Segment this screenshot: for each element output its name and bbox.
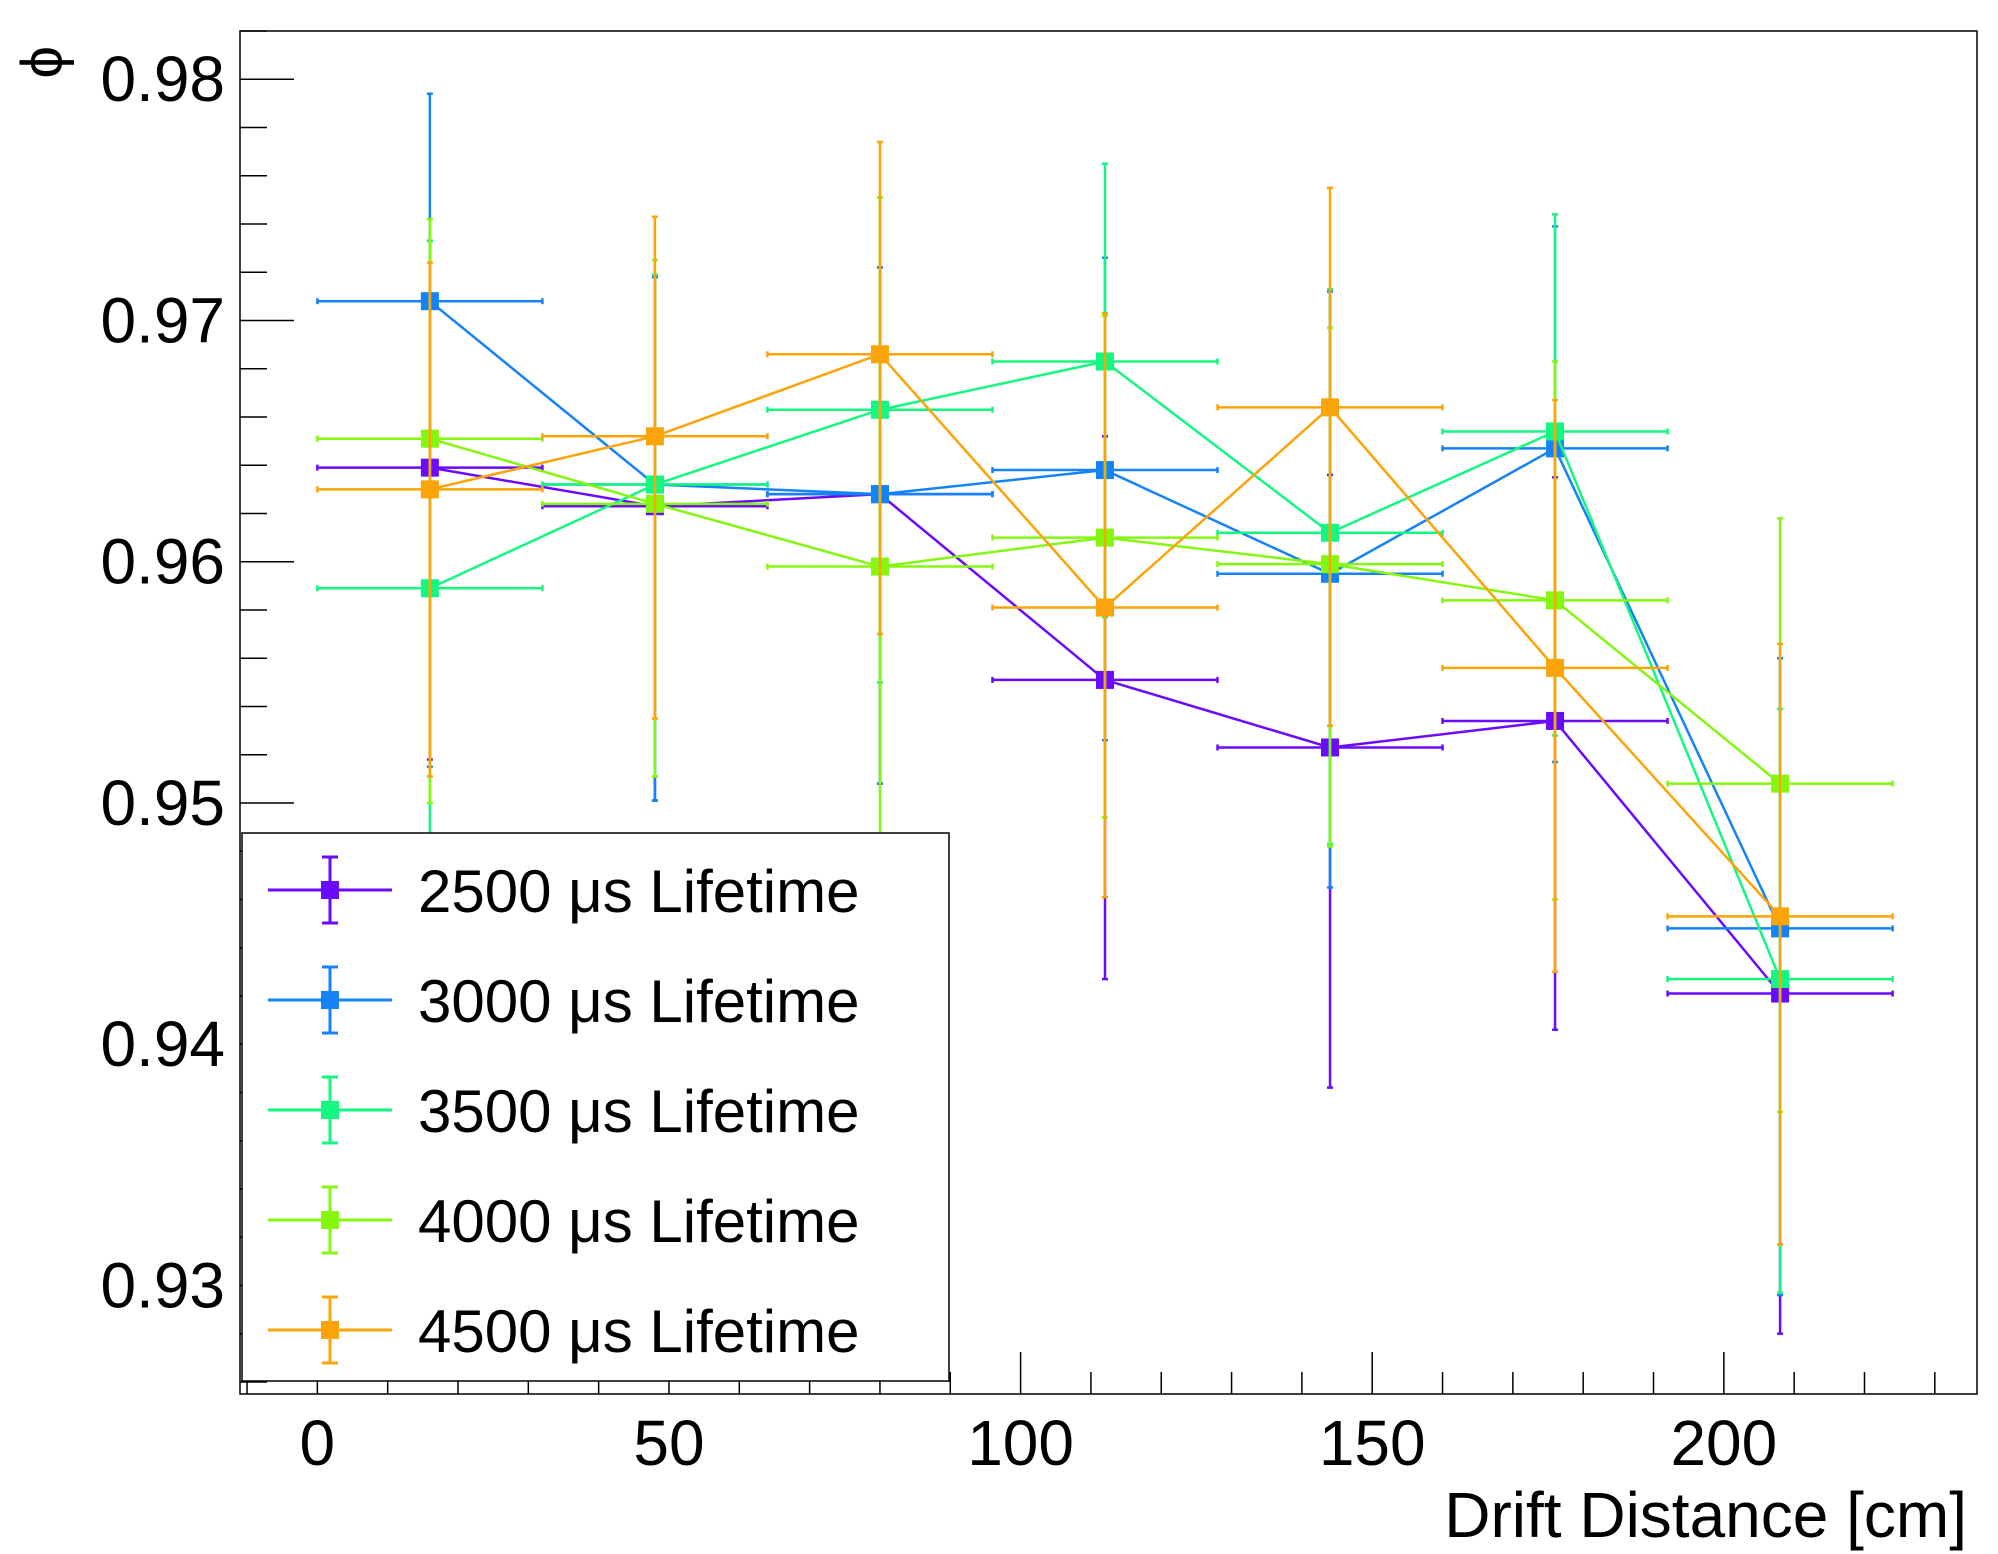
x-tick-label: 0 [300, 1407, 336, 1479]
x-tick-label: 100 [967, 1407, 1074, 1479]
y-tick-label: 0.98 [100, 43, 225, 115]
frame [239, 30, 1978, 1395]
y-tick-label: 0.95 [100, 767, 225, 839]
y-tick-label: 0.93 [100, 1249, 225, 1321]
legend-marker [321, 1321, 339, 1339]
data-point [645, 427, 664, 446]
legend-entry: 2500 μs Lifetime [268, 855, 859, 925]
legend-label: 4000 μs Lifetime [418, 1188, 859, 1255]
series-layer [316, 92, 1894, 1335]
legend-label: 3000 μs Lifetime [418, 968, 859, 1035]
x-tick-label: 200 [1670, 1407, 1777, 1479]
legend-box [241, 832, 950, 1382]
data-point [420, 480, 439, 499]
y-axis-label: ϕ [10, 46, 75, 78]
legend-entry: 3000 μs Lifetime [268, 965, 859, 1035]
legend-marker [321, 1101, 339, 1119]
legend: 2500 μs Lifetime 3000 μs Lifetime 3500 μs … [241, 832, 950, 1382]
legend-entry: 4000 μs Lifetime [268, 1185, 859, 1255]
legend-label: 2500 μs Lifetime [418, 858, 859, 925]
data-point [1546, 658, 1565, 677]
data-point [1321, 398, 1340, 417]
x-tick-label: 150 [1319, 1407, 1426, 1479]
data-point [870, 345, 889, 364]
data-point [1095, 598, 1114, 617]
legend-marker [321, 1211, 339, 1229]
legend-entry: 3500 μs Lifetime [268, 1075, 859, 1145]
x-axis-label: Drift Distance [cm] [1444, 1479, 1967, 1551]
legend-label: 4500 μs Lifetime [418, 1298, 859, 1365]
data-point [1771, 907, 1790, 926]
x-axis: 0 50 100 150 200 [246, 1352, 1936, 1479]
legend-label: 3500 μs Lifetime [418, 1078, 859, 1145]
legend-marker [321, 991, 339, 1009]
x-tick-label: 50 [633, 1407, 704, 1479]
y-tick-label: 0.96 [100, 526, 225, 598]
y-axis: 0.93 0.94 0.95 0.96 0.97 0.98 [100, 30, 294, 1383]
series [316, 140, 1894, 1246]
legend-entry: 4500 μs Lifetime [268, 1295, 859, 1365]
y-tick-label: 0.94 [100, 1008, 225, 1080]
y-tick-label: 0.97 [100, 284, 225, 356]
legend-marker [321, 881, 339, 899]
